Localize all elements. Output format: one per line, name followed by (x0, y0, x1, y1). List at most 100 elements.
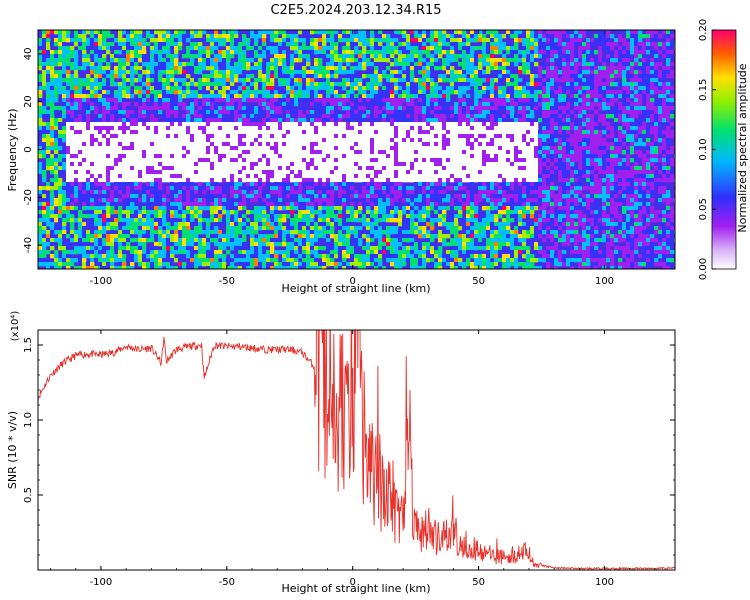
heatmap-cell (398, 50, 403, 55)
heatmap-cell (314, 122, 319, 127)
heatmap-cell (46, 54, 51, 59)
heatmap-cell (334, 126, 339, 131)
heatmap-cell (162, 202, 167, 207)
heatmap-cell (190, 130, 195, 135)
heatmap-cell (322, 46, 327, 51)
heatmap-cell (222, 174, 227, 179)
heatmap-cell (270, 142, 275, 147)
heatmap-cell (318, 126, 323, 131)
heatmap-cell (326, 86, 331, 91)
heatmap-cell (298, 150, 303, 155)
heatmap-cell (358, 38, 363, 43)
heatmap-cell (402, 206, 407, 211)
heatmap-cell (198, 198, 203, 203)
heatmap-cell (258, 94, 263, 99)
heatmap-cell (334, 222, 339, 227)
heatmap-cell (282, 234, 287, 239)
heatmap-cell (282, 70, 287, 75)
heatmap-cell (206, 34, 211, 39)
heatmap-cell (222, 58, 227, 63)
heatmap-cell (338, 114, 343, 119)
heatmap-cell (222, 50, 227, 55)
heatmap-cell (170, 250, 175, 255)
heatmap-cell (54, 98, 59, 103)
heatmap-cell (106, 82, 111, 87)
heatmap-cell (154, 106, 159, 111)
heatmap-cell (102, 246, 107, 251)
heatmap-cell (278, 262, 283, 267)
heatmap-cell (322, 226, 327, 231)
heatmap-cell (66, 190, 71, 195)
heatmap-cell (74, 142, 79, 147)
heatmap-cell (162, 250, 167, 255)
heatmap-cell (338, 118, 343, 123)
heatmap-cell (206, 186, 211, 191)
heatmap-cell (182, 126, 187, 131)
heatmap-cell (342, 158, 347, 163)
heatmap-cell (122, 134, 127, 139)
heatmap-cell (386, 166, 391, 171)
heatmap-cell (222, 166, 227, 171)
heatmap-cell (110, 74, 115, 79)
heatmap-cell (262, 86, 267, 91)
heatmap-cell (230, 102, 235, 107)
heatmap-cell (154, 38, 159, 43)
heatmap-cell (318, 30, 323, 35)
heatmap-cell (210, 114, 215, 119)
heatmap-cell (234, 66, 239, 71)
heatmap-cell (38, 78, 43, 83)
heatmap-cell (218, 90, 223, 95)
heatmap-cell (182, 266, 187, 269)
heatmap-cell (118, 178, 123, 183)
heatmap-cell (98, 186, 103, 191)
heatmap-cell (170, 186, 175, 191)
heatmap-cell (134, 174, 139, 179)
heatmap-cell (314, 262, 319, 267)
heatmap-cell (294, 154, 299, 159)
heatmap-cell (174, 266, 179, 269)
heatmap-cell (74, 210, 79, 215)
heatmap-cell (42, 50, 47, 55)
heatmap-cell (70, 182, 75, 187)
heatmap-cell (90, 94, 95, 99)
heatmap-cell (122, 230, 127, 235)
heatmap-cell (350, 82, 355, 87)
heatmap-cell (298, 38, 303, 43)
heatmap-cell (126, 102, 131, 107)
heatmap-cell (210, 210, 215, 215)
heatmap-cell (390, 138, 395, 143)
heatmap-cell (402, 250, 407, 255)
heatmap-cell (334, 134, 339, 139)
heatmap-cell (118, 162, 123, 167)
heatmap-cell (154, 198, 159, 203)
heatmap-cell (338, 110, 343, 115)
heatmap-cell (130, 134, 135, 139)
heatmap-cell (38, 82, 43, 87)
heatmap-cell (122, 50, 127, 55)
heatmap-cell (94, 42, 99, 47)
heatmap-cell (282, 74, 287, 79)
heatmap-cell (242, 74, 247, 79)
heatmap-cell (46, 182, 51, 187)
heatmap-cell (106, 234, 111, 239)
heatmap-cell (202, 82, 207, 87)
heatmap-cell (62, 262, 67, 267)
heatmap-cell (370, 218, 375, 223)
heatmap-cell (90, 154, 95, 159)
heatmap-cell (250, 86, 255, 91)
heatmap-cell (38, 162, 43, 167)
heatmap-cell (398, 78, 403, 83)
heatmap-cell (126, 46, 131, 51)
heatmap-cell (42, 178, 47, 183)
heatmap-cell (410, 194, 415, 199)
heatmap-cell (78, 234, 83, 239)
heatmap-cell (342, 50, 347, 55)
heatmap-cell (386, 238, 391, 243)
heatmap-cell (282, 154, 287, 159)
heatmap-cell (310, 94, 315, 99)
heatmap-cell (338, 150, 343, 155)
heatmap-cell (158, 58, 163, 63)
heatmap-cell (262, 82, 267, 87)
heatmap-cell (346, 78, 351, 83)
heatmap-cell (270, 250, 275, 255)
